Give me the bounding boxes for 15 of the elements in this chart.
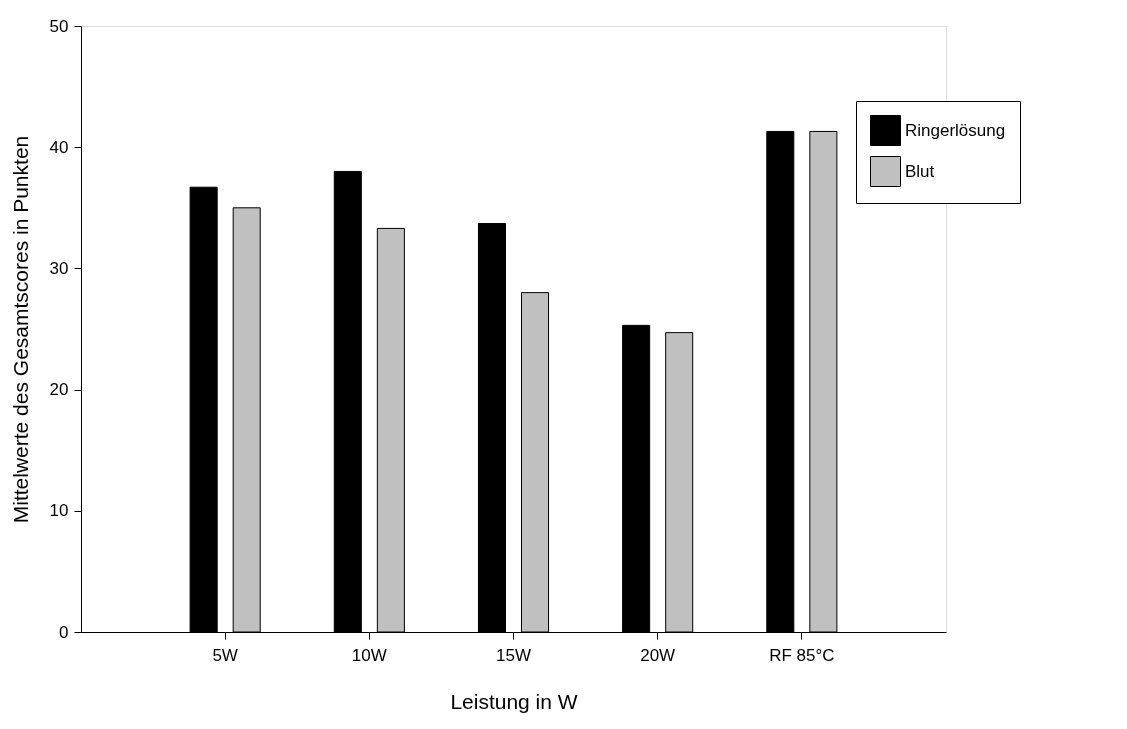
y-tick-label: 50 <box>49 16 69 36</box>
x-tick-label: 15W <box>496 645 531 665</box>
y-tick-label: 10 <box>49 501 69 521</box>
y-tick-label: 0 <box>59 622 69 642</box>
y-tick-label: 30 <box>49 258 69 278</box>
y-tick-label: 20 <box>49 380 69 400</box>
x-tick-label: 20W <box>640 645 676 665</box>
y-tick-label: 40 <box>49 137 69 157</box>
legend-label: Ringerlösung <box>905 120 1006 140</box>
legend-label: Blut <box>905 161 935 181</box>
x-axis-title: Leistung in W <box>450 689 578 713</box>
x-tick-label: 10W <box>351 645 387 665</box>
x-tick-label: RF 85°C <box>769 645 835 665</box>
x-tick-label: 5W <box>212 645 238 665</box>
y-axis-title: Mittelwerte des Gesamtscores in Punkten <box>8 135 32 524</box>
